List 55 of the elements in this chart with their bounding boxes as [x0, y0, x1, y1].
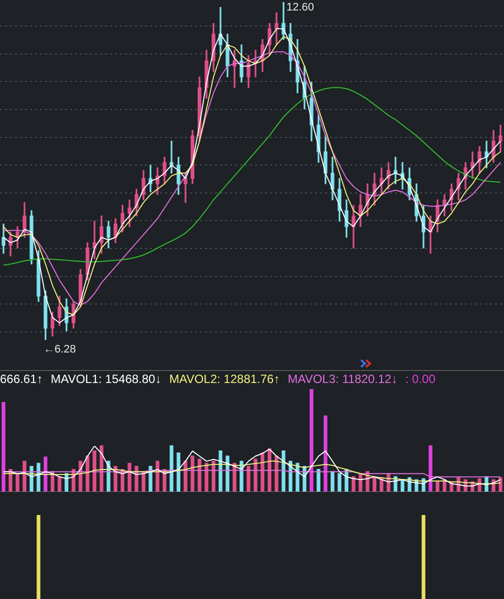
- bar: [274, 456, 278, 492]
- bar: [436, 481, 440, 492]
- bar: [260, 452, 264, 492]
- bar: [352, 476, 356, 492]
- bar: [8, 469, 12, 492]
- bar: [254, 458, 258, 492]
- bar: [282, 450, 286, 492]
- bar: [198, 458, 202, 492]
- bar: [246, 466, 250, 492]
- bar: [338, 473, 342, 492]
- bar: [156, 460, 160, 492]
- bar: [36, 462, 40, 492]
- bar: [170, 445, 174, 492]
- bar: [92, 450, 96, 492]
- text: ←6.28: [44, 344, 76, 356]
- candlestick: [274, 12, 278, 46]
- bar: [86, 456, 90, 492]
- annotation: 12.60: [286, 2, 314, 14]
- text: MAVOL2: 12881.76↑: [169, 372, 280, 386]
- bar: [128, 462, 132, 492]
- text: : 0.00: [405, 372, 436, 386]
- candlestick: [394, 156, 398, 184]
- bar: [498, 477, 502, 492]
- bar: [310, 389, 314, 492]
- candlestick: [170, 140, 174, 174]
- candlestick: [498, 124, 502, 152]
- text: 666.61↑: [0, 372, 43, 386]
- bar: [428, 445, 432, 492]
- text: MAVOL1: 15468.80↓: [50, 372, 162, 386]
- bar: [372, 476, 376, 492]
- bar: [2, 402, 6, 492]
- bar: [226, 456, 230, 492]
- bar: [134, 466, 138, 492]
- bar: [296, 462, 300, 492]
- bar: [100, 445, 104, 492]
- bar: [288, 460, 292, 492]
- bar: [114, 466, 118, 492]
- bar: [184, 460, 188, 492]
- bar: [22, 460, 26, 492]
- bar: [204, 462, 208, 492]
- bar: [176, 452, 180, 492]
- bar: [58, 476, 62, 492]
- bar: [148, 466, 152, 492]
- bar: [190, 456, 194, 492]
- bar: [212, 460, 216, 492]
- bar: [400, 479, 404, 492]
- bar: [218, 450, 222, 492]
- bar: [16, 473, 20, 492]
- bar: [316, 469, 320, 492]
- bar: [268, 448, 272, 492]
- bar: [232, 462, 236, 492]
- bar: [324, 415, 328, 492]
- text: MAVOL3: 11820.12↓: [288, 372, 398, 386]
- bar: [44, 456, 48, 492]
- bar: [330, 471, 334, 492]
